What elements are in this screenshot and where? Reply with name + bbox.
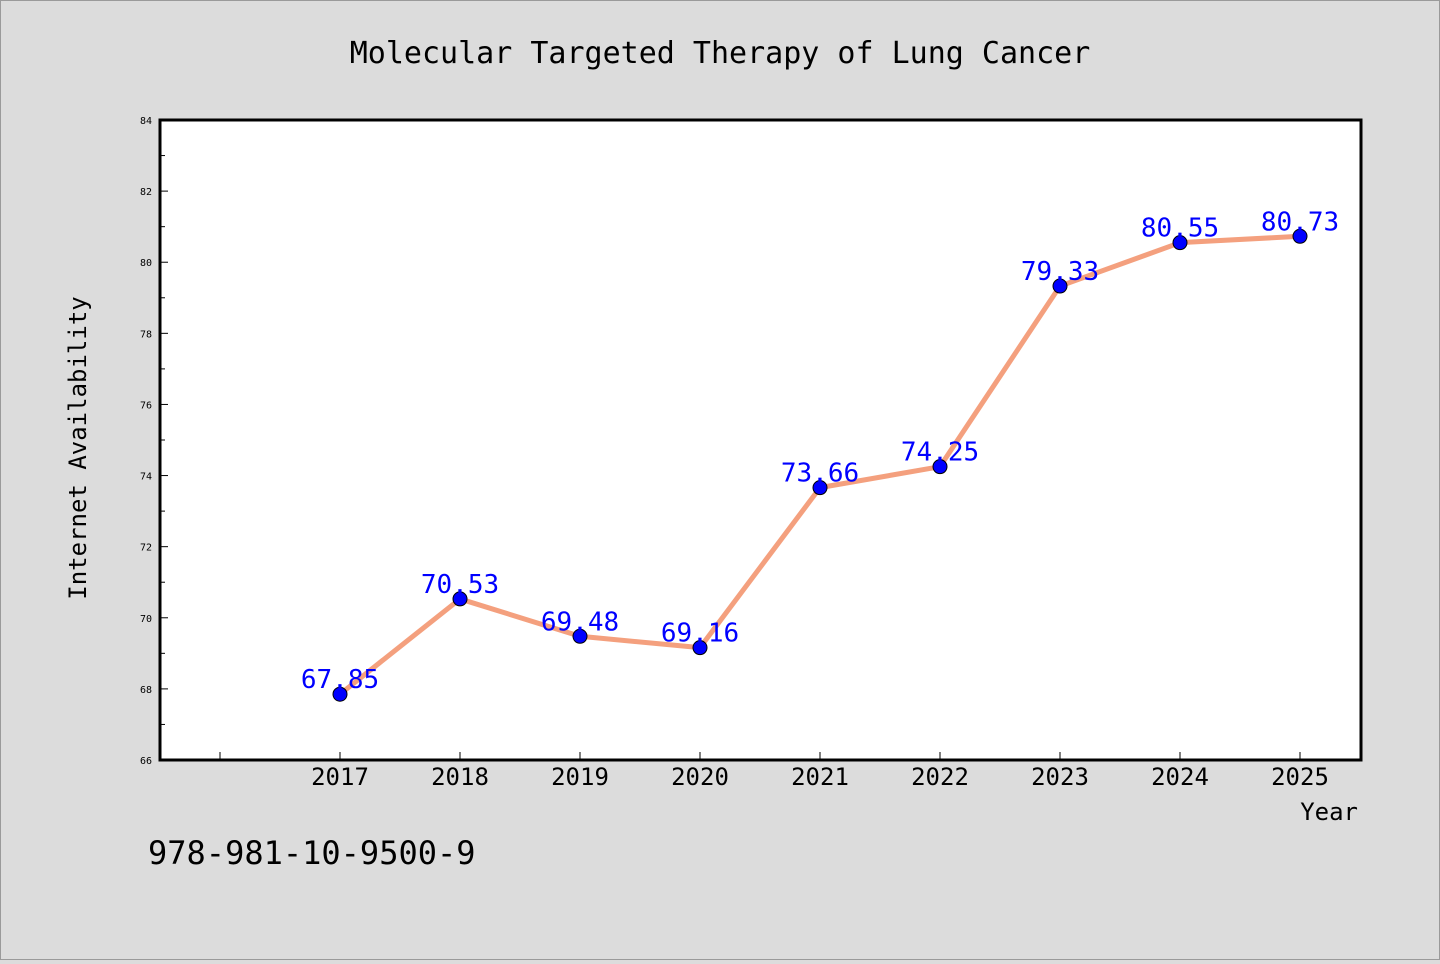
- data-point: [812, 480, 828, 496]
- data-label: 70.53: [421, 570, 499, 600]
- y-tick-label: 68: [140, 685, 152, 696]
- x-tick-label: 2023: [1031, 763, 1089, 791]
- y-axis-label: Internet Availability: [64, 296, 92, 599]
- x-tick-label: 2017: [311, 763, 369, 791]
- data-label: 73.66: [781, 459, 859, 489]
- x-tick-label: 2022: [911, 763, 969, 791]
- y-tick-label: 78: [140, 329, 152, 340]
- x-axis-label: Year: [1300, 798, 1358, 826]
- data-point: [692, 640, 708, 656]
- y-tick-label: 76: [140, 400, 152, 411]
- x-tick-label: 2025: [1271, 763, 1329, 791]
- x-tick-label: 2024: [1151, 763, 1209, 791]
- plot-border: [158, 118, 1363, 762]
- x-tick-label: 2021: [791, 763, 849, 791]
- y-tick-label: 66: [140, 756, 152, 767]
- data-point: [332, 686, 348, 702]
- data-point: [1052, 278, 1068, 294]
- x-tick-label: 2018: [431, 763, 489, 791]
- chart-title: Molecular Targeted Therapy of Lung Cance…: [350, 36, 1091, 71]
- data-label: 67.85: [301, 665, 379, 695]
- y-tick-label: 74: [140, 472, 152, 483]
- data-point: [452, 591, 468, 607]
- y-tick-label: 84: [140, 116, 152, 127]
- y-tick-label: 70: [140, 614, 152, 625]
- y-tick-label: 72: [140, 543, 152, 554]
- chart-marks: 66 68 70 72 74 76 78 80 82 84 2017 2018 2019 2020 2021…: [140, 116, 1339, 791]
- data-point: [932, 459, 948, 475]
- x-tick-label: 2020: [671, 763, 729, 791]
- data-label: 69.16: [661, 619, 739, 649]
- data-label: 80.55: [1141, 214, 1219, 244]
- data-label: 80.73: [1261, 207, 1339, 237]
- y-tick-label: 80: [140, 258, 152, 269]
- data-point: [572, 628, 588, 644]
- data-point: [1172, 235, 1188, 251]
- data-label: 74.25: [901, 438, 979, 468]
- data-label: 69.48: [541, 607, 619, 637]
- plot-area: [160, 120, 1361, 760]
- data-point: [1292, 228, 1308, 244]
- y-tick-label: 82: [140, 187, 152, 198]
- x-tick-label: 2019: [551, 763, 609, 791]
- data-label: 79.33: [1021, 257, 1099, 287]
- isbn-annotation: 978-981-10-9500-9: [148, 834, 476, 872]
